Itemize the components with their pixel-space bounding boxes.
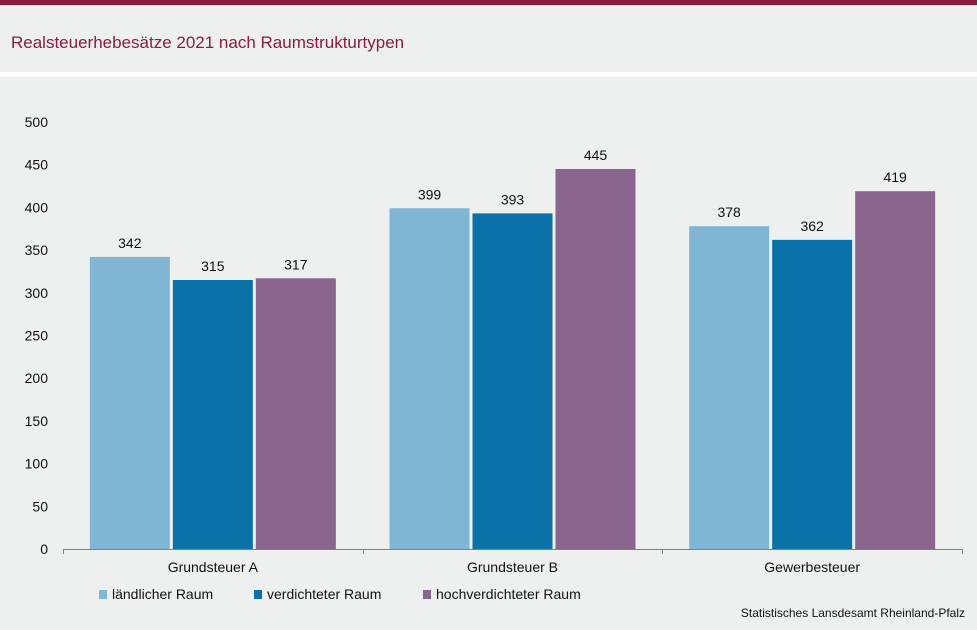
y-tick-label: 250 — [25, 328, 49, 344]
category-label: Grundsteuer A — [168, 559, 259, 575]
chart-header: Realsteuerhebesätze 2021 nach Raumstrukt… — [0, 5, 977, 72]
legend-swatch — [254, 590, 262, 599]
x-axis-ticks — [63, 549, 963, 554]
y-tick-label: 400 — [25, 199, 49, 215]
header-separator — [0, 72, 977, 77]
bar — [255, 278, 336, 549]
data-labels: 342 315 317 399 393 445 378 362 419 — [118, 147, 907, 274]
top-accent-bar — [0, 0, 977, 5]
legend-label: ländlicher Raum — [112, 586, 213, 602]
y-tick-label: 100 — [25, 456, 49, 472]
bar — [555, 168, 636, 549]
bar — [855, 191, 936, 549]
data-label: 362 — [800, 218, 824, 234]
category-label: Gewerbesteuer — [764, 559, 860, 575]
y-tick-label: 150 — [25, 413, 49, 429]
y-tick-label: 500 — [25, 114, 49, 130]
data-label: 315 — [201, 258, 225, 274]
chart-title: Realsteuerhebesätze 2021 nach Raumstrukt… — [11, 33, 405, 52]
bar — [89, 256, 170, 549]
data-label: 445 — [584, 147, 608, 163]
legend-swatch — [99, 590, 107, 599]
y-tick-label: 50 — [32, 498, 48, 514]
y-tick-label: 350 — [25, 242, 49, 258]
bar-series — [89, 168, 936, 550]
y-tick-label: 300 — [25, 285, 49, 301]
legend-label: hochverdichteter Raum — [436, 586, 581, 602]
data-label: 393 — [501, 191, 525, 207]
data-label: 378 — [717, 204, 741, 220]
bar — [772, 239, 853, 550]
data-label: 399 — [418, 186, 442, 202]
legend-swatch — [423, 590, 431, 599]
bar — [472, 213, 553, 550]
y-tick-label: 0 — [40, 541, 48, 557]
category-label: Grundsteuer B — [467, 559, 558, 575]
data-label: 419 — [883, 169, 907, 185]
source-note: Statistisches Lansdesamt Rheinland-Pfalz — [740, 606, 965, 620]
bar — [172, 279, 253, 549]
bar — [689, 226, 770, 550]
category-labels: Grundsteuer A Grundsteuer B Gewerbesteuer — [168, 559, 861, 575]
data-label: 317 — [284, 256, 308, 272]
y-tick-label: 450 — [25, 157, 49, 173]
bar — [389, 208, 470, 549]
data-label: 342 — [118, 235, 142, 251]
y-axis: 0 50 100 150 200 250 300 350 400 450 500 — [25, 114, 49, 557]
legend: ländlicher Raum verdichteter Raum hochverd… — [99, 586, 581, 602]
y-tick-label: 200 — [25, 370, 49, 386]
legend-label: verdichteter Raum — [267, 586, 381, 602]
